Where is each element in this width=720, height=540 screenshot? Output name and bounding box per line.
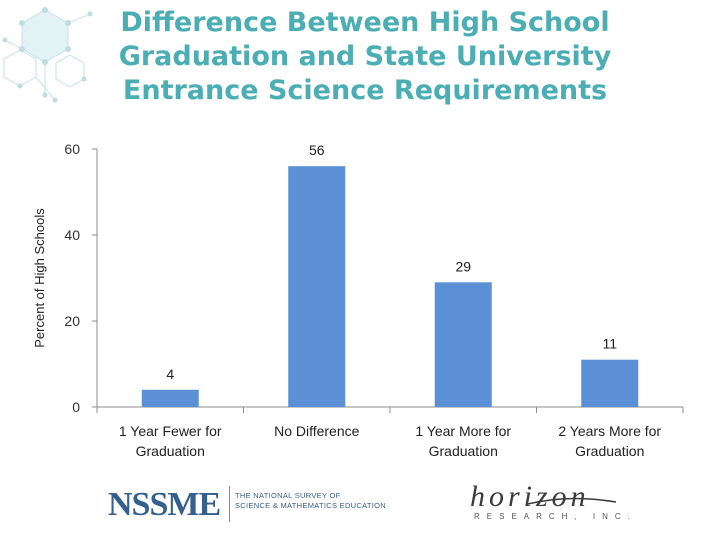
data-label: 56 [309, 142, 325, 158]
horizon-logo: horizon [470, 480, 590, 513]
x-tick-label: 2 Years More for [558, 423, 661, 439]
horizon-swoosh-icon [527, 497, 617, 505]
nssme-subtitle-line-2: SCIENCE & MATHEMATICS EDUCATION [235, 501, 386, 510]
hexagon-network-decoration [2, 7, 93, 103]
horizon-subtitle: RESEARCH, INC. [474, 512, 637, 521]
x-tick-label: 1 Year More for [415, 423, 511, 439]
bar [434, 282, 492, 407]
title-line-3: Entrance Science Requirements [122, 75, 608, 106]
y-tick-label: 40 [64, 227, 80, 243]
x-tick-label: 1 Year Fewer for [119, 423, 222, 439]
bar [581, 359, 639, 407]
bar [288, 166, 346, 407]
title-line-1: Difference Between High School [120, 7, 610, 38]
x-tick-label: No Difference [274, 423, 360, 439]
data-label: 11 [602, 336, 617, 352]
data-label: 4 [166, 366, 174, 382]
nssme-subtitle-line-1: THE NATIONAL SURVEY OF [235, 491, 341, 500]
data-label: 29 [455, 258, 471, 274]
x-tick-label: Graduation [429, 443, 498, 459]
bar-chart: 0 20 40 60 Percent of High Schools 4 1 Year Fe… [32, 141, 684, 459]
title-line-2: Graduation and State University [118, 41, 612, 72]
y-tick-label: 0 [72, 399, 80, 415]
x-tick-label: Graduation [575, 443, 644, 459]
bar [141, 389, 199, 407]
y-axis-label: Percent of High Schools [32, 208, 47, 348]
nssme-subtitle: THE NATIONAL SURVEY OF SCIENCE & MATHEMA… [235, 491, 386, 511]
y-tick-label: 60 [64, 141, 80, 157]
chart-title: Difference Between High School Graduatio… [95, 6, 635, 108]
nssme-logo: NSSME [108, 486, 221, 523]
x-tick-label: Graduation [136, 443, 205, 459]
y-tick-label: 20 [64, 313, 80, 329]
logo-divider [229, 486, 230, 522]
